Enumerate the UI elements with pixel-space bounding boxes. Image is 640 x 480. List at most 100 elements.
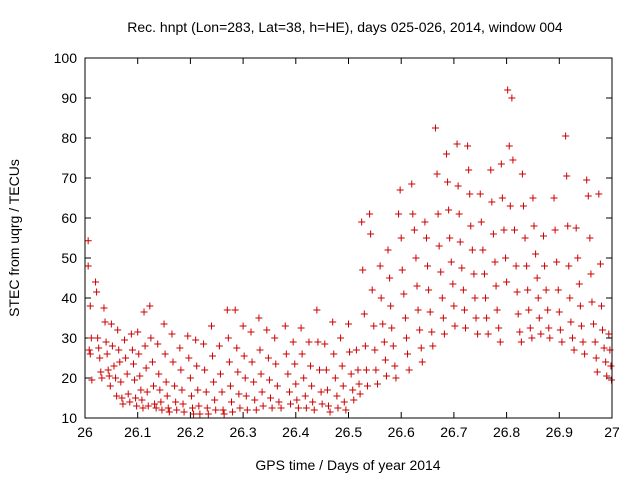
data-point (454, 182, 462, 190)
data-point (345, 320, 352, 328)
data-point (467, 222, 475, 230)
data-point (164, 404, 172, 412)
data-point (371, 346, 379, 354)
data-point (334, 404, 342, 412)
data-point (450, 302, 458, 310)
data-point (387, 302, 395, 310)
data-point (147, 334, 155, 342)
data-point (258, 388, 266, 396)
x-tick-label: 27 (604, 424, 620, 440)
data-point (140, 308, 148, 316)
data-point (568, 334, 576, 342)
data-point (169, 358, 177, 366)
data-point (285, 388, 293, 396)
data-point (235, 390, 243, 398)
data-point (395, 210, 403, 218)
data-point (539, 232, 547, 240)
data-point (350, 396, 358, 404)
x-tick-label: 26.2 (177, 424, 204, 440)
data-point (195, 402, 203, 410)
data-point (297, 324, 305, 332)
data-point (586, 234, 594, 242)
data-point (135, 350, 143, 358)
data-point (236, 404, 244, 412)
data-point (503, 278, 511, 286)
data-point (110, 362, 118, 370)
data-point (382, 372, 390, 380)
data-point (333, 392, 341, 400)
data-point (603, 372, 611, 380)
data-point (537, 330, 545, 338)
data-point (322, 366, 330, 374)
x-tick-label: 26.6 (388, 424, 415, 440)
data-point (408, 180, 416, 188)
data-point (103, 350, 111, 358)
data-point (225, 358, 233, 366)
data-point (165, 408, 173, 416)
data-point (88, 376, 96, 384)
data-point (87, 334, 95, 342)
data-point (583, 176, 591, 184)
data-point (209, 352, 217, 360)
data-point (359, 266, 367, 274)
data-point (101, 318, 109, 326)
data-point (242, 392, 250, 400)
data-point (521, 234, 529, 242)
data-point (468, 246, 476, 254)
data-point (565, 262, 573, 270)
data-point (366, 210, 374, 218)
data-point (524, 286, 532, 294)
data-point (180, 408, 188, 416)
data-point (487, 166, 495, 174)
data-point (97, 368, 105, 376)
data-point (379, 320, 387, 328)
data-point (367, 230, 375, 238)
data-point (321, 340, 329, 348)
x-tick-label: 26 (77, 424, 93, 440)
data-point (144, 402, 152, 410)
data-point (596, 260, 604, 268)
data-point (405, 366, 413, 374)
data-point (224, 334, 232, 342)
data-point (94, 334, 102, 342)
data-point (417, 344, 425, 352)
data-point (96, 354, 104, 362)
data-point (535, 314, 543, 322)
x-tick-label: 26.8 (493, 424, 520, 440)
data-point (289, 338, 297, 346)
data-point (329, 318, 337, 326)
data-point (488, 198, 496, 206)
data-point (361, 342, 369, 350)
data-point (525, 306, 533, 314)
data-point (116, 358, 124, 366)
x-tick-label: 26.5 (335, 424, 362, 440)
data-point (504, 86, 512, 94)
data-points (84, 86, 615, 418)
data-point (492, 282, 500, 290)
data-point (207, 322, 215, 330)
data-point (240, 352, 248, 360)
data-point (413, 282, 421, 290)
data-point (256, 346, 264, 354)
data-point (287, 400, 295, 408)
data-point (173, 406, 181, 414)
data-point (358, 218, 366, 226)
y-tick-label: 70 (61, 170, 77, 186)
data-point (511, 226, 519, 234)
data-point (464, 142, 472, 150)
data-point (607, 376, 615, 384)
data-point (292, 380, 300, 388)
data-point (360, 310, 368, 318)
data-point (239, 322, 247, 330)
data-point (496, 338, 504, 346)
data-point (526, 324, 534, 332)
data-point (121, 336, 129, 344)
data-point (228, 398, 236, 406)
data-point (323, 386, 331, 394)
data-point (139, 404, 147, 412)
data-point (294, 404, 302, 412)
data-point (482, 294, 490, 302)
data-point (231, 306, 239, 314)
data-point (455, 210, 463, 218)
data-point (502, 254, 510, 262)
